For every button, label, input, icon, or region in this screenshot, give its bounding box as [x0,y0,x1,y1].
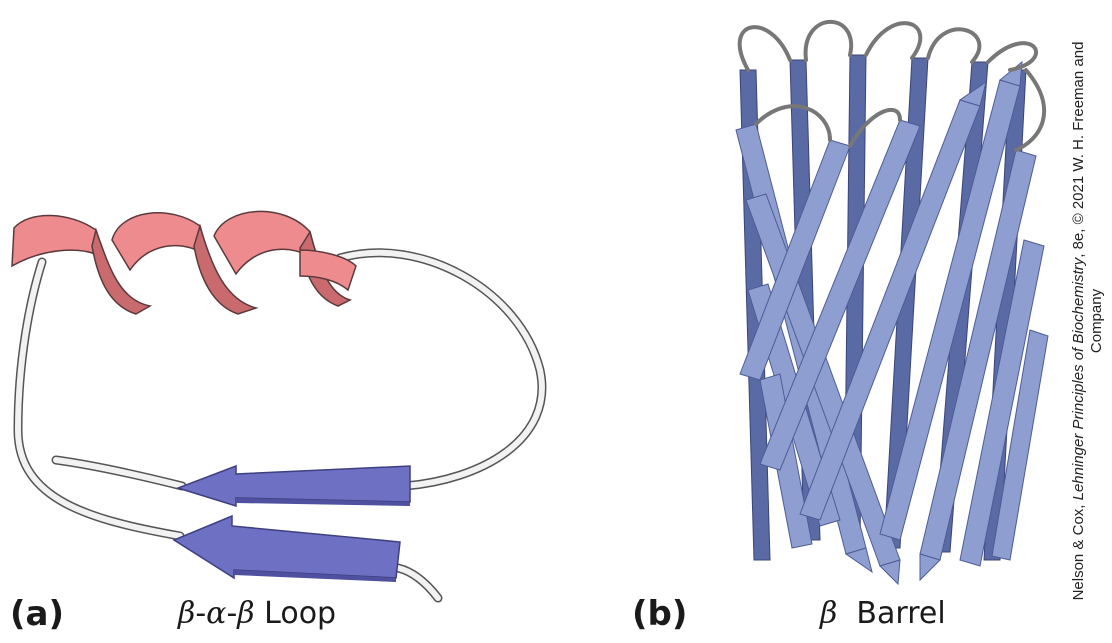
panel-b-caption: β Barrel [820,596,946,631]
barrel-front-strands [735,79,1049,567]
barrel-arrowheads [844,60,1023,586]
caption-loop-word: Loop [264,596,337,631]
beta-strand-upper [175,464,411,508]
alpha-helix [11,210,357,315]
panel-a-caption: β-α-β Loop [178,596,336,631]
caption-beta-barrel: β [820,596,838,631]
caption-dash-2: - [226,596,238,631]
beta-alpha-beta-structure [11,210,547,603]
beta-strand-lower [172,514,401,582]
caption-dash-1: - [195,596,207,631]
copyright-credit: Nelson & Cox, Lehninger Principles of Bi… [1070,1,1106,641]
credit-authors: Nelson & Cox, [1070,500,1087,601]
beta-barrel-structure [735,19,1049,586]
caption-barrel-word: Barrel [856,596,946,631]
credit-book-title: Lehninger Principles of Biochemistry [1070,257,1087,501]
credit-line-2: Company [1088,288,1105,354]
panel-a-letter: (a) [10,594,65,634]
caption-alpha: α [206,596,227,631]
credit-line-1: Nelson & Cox, Lehninger Principles of Bi… [1070,1,1088,641]
panel-b-letter: (b) [632,594,688,634]
coil-loop [13,248,547,603]
barrel-top-loops [737,19,1047,152]
caption-beta-2: β [237,596,255,631]
credit-edition: , 8e, © 2021 W. H. Freeman and [1070,41,1087,258]
caption-beta-1: β [178,596,196,631]
